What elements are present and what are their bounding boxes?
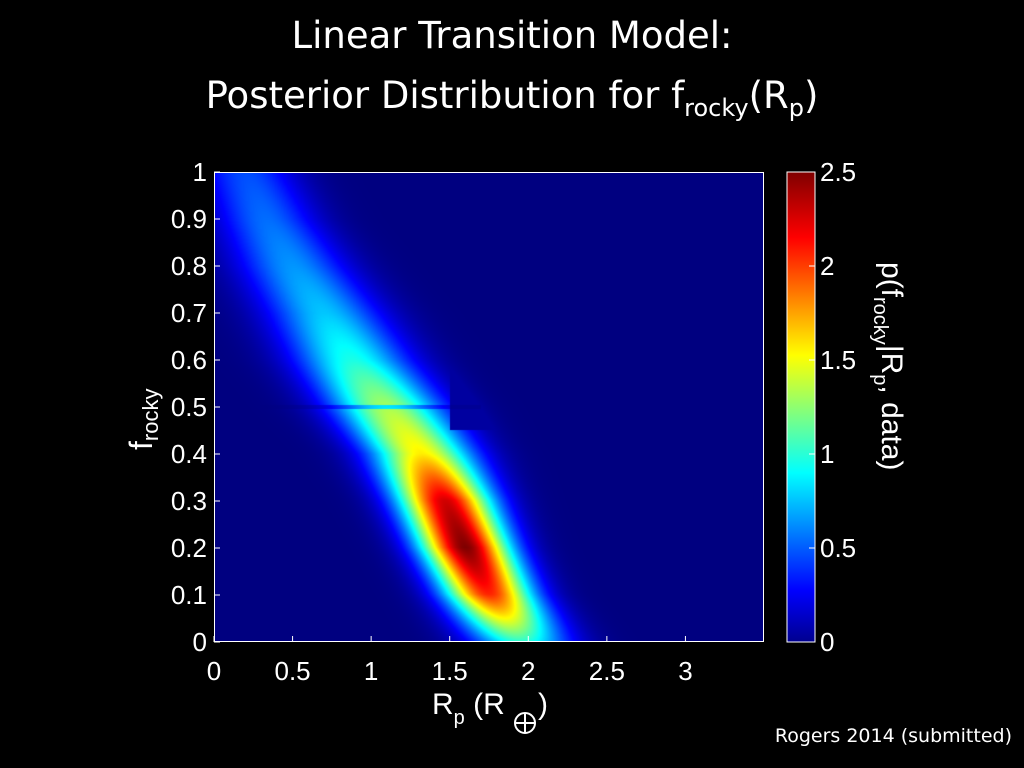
x-tick-label: 2	[521, 656, 535, 686]
y-tick-label: 0.3	[171, 486, 207, 516]
colorbar-tick-label: 1	[820, 439, 834, 469]
y-tick-label: 0.9	[171, 204, 207, 234]
y-axis-label: frocky	[123, 389, 163, 450]
x-axis-ticks: 0 0.5 1 1.5 2 2.5 3	[207, 636, 693, 686]
y-tick-label: 0.6	[171, 345, 207, 375]
colorbar	[786, 171, 816, 643]
colorbar-tick-label: 0.5	[820, 533, 856, 563]
y-tick-label: 0.2	[171, 533, 207, 563]
x-tick-label: 0.5	[274, 656, 310, 686]
y-axis-ticks: 0 0.1 0.2 0.3 0.4 0.5 0.6 0.7 0.8 0.9 1	[171, 157, 220, 657]
y-tick-label: 0.8	[171, 251, 207, 281]
x-axis-label-close: )	[538, 688, 548, 721]
x-tick-label: 1.5	[432, 656, 468, 686]
colorbar-tick-label: 2	[820, 251, 834, 281]
colorbar-tick-label: 1.5	[820, 345, 856, 375]
x-tick-label: 1	[364, 656, 378, 686]
x-tick-label: 2.5	[589, 656, 625, 686]
title-paren-open: (R	[748, 74, 789, 117]
title-subscript-p: p	[788, 94, 804, 122]
colorbar-label: p(frocky|Rp, data)	[869, 262, 908, 470]
heatmap-plot-area	[214, 172, 764, 642]
chart-title-line1: Linear Transition Model:	[291, 14, 733, 57]
earth-symbol-icon	[514, 712, 536, 734]
y-tick-label: 0.7	[171, 298, 207, 328]
title-main-text: Posterior Distribution for f	[205, 74, 685, 117]
y-tick-label: 0.1	[171, 580, 207, 610]
colorbar-ticks: 0 0.5 1 1.5 2 2.5	[809, 157, 856, 657]
y-tick-label: 0	[193, 627, 207, 657]
source-credit: Rogers 2014 (submitted)	[774, 725, 1012, 747]
y-tick-label: 0.4	[171, 439, 207, 469]
chart-title-line2: Posterior Distribution for frocky(Rp)	[0, 74, 1024, 120]
x-tick-label: 0	[207, 656, 221, 686]
title-paren-close: )	[803, 74, 819, 117]
y-tick-label: 0.5	[171, 392, 207, 422]
posterior-heatmap	[215, 173, 763, 641]
y-tick-label: 1	[193, 157, 207, 187]
title-subscript-rocky: rocky	[684, 94, 749, 122]
colorbar-tick-label: 0	[820, 627, 834, 657]
colorbar-tick-label: 2.5	[820, 157, 856, 187]
x-tick-label: 3	[678, 656, 692, 686]
x-axis-label: Rp (R	[432, 688, 505, 729]
